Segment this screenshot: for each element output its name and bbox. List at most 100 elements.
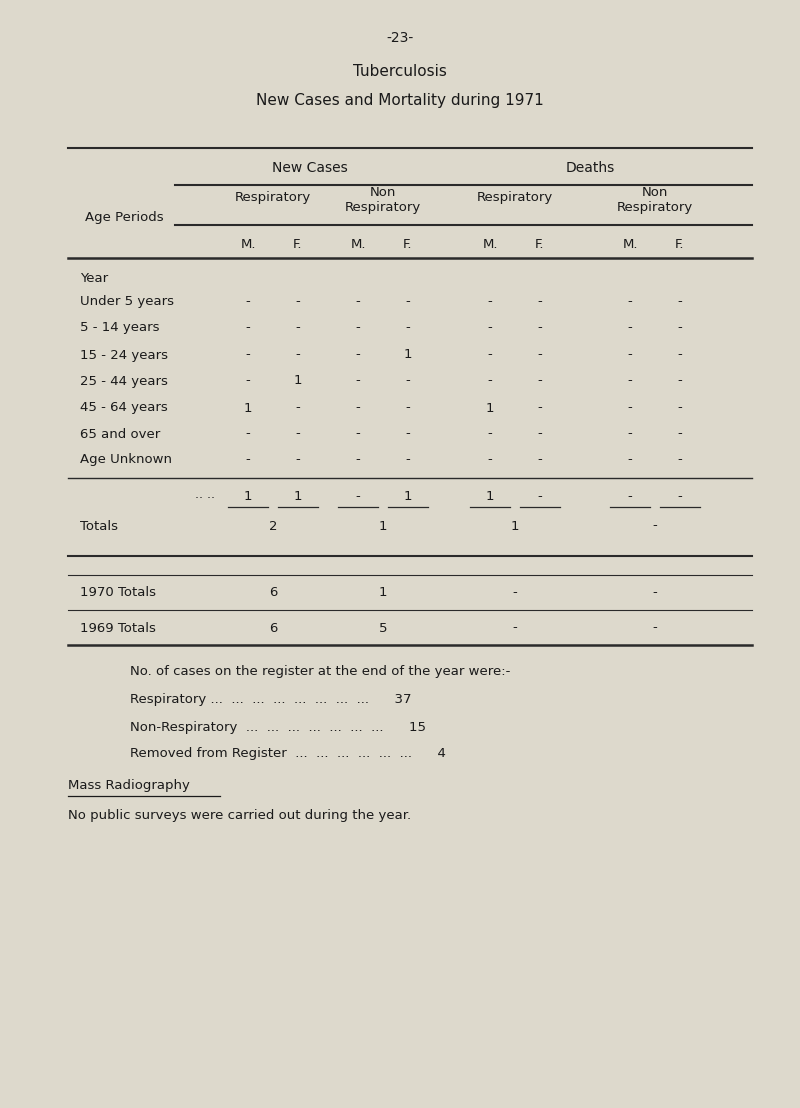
- Text: 45 - 64 years: 45 - 64 years: [80, 401, 168, 414]
- Text: Respiratory: Respiratory: [345, 201, 421, 214]
- Text: 1: 1: [378, 586, 387, 599]
- Text: -: -: [246, 453, 250, 466]
- Text: -: -: [356, 375, 360, 388]
- Text: -: -: [538, 349, 542, 361]
- Text: 25 - 44 years: 25 - 44 years: [80, 375, 168, 388]
- Text: F.: F.: [403, 237, 413, 250]
- Text: -: -: [246, 428, 250, 441]
- Text: 65 and over: 65 and over: [80, 428, 160, 441]
- Text: -: -: [488, 375, 492, 388]
- Text: -: -: [488, 453, 492, 466]
- Text: -: -: [538, 491, 542, 503]
- Text: No public surveys were carried out during the year.: No public surveys were carried out durin…: [68, 809, 411, 821]
- Text: -: -: [406, 321, 410, 335]
- Text: -: -: [628, 428, 632, 441]
- Text: -: -: [628, 349, 632, 361]
- Text: 5: 5: [378, 622, 387, 635]
- Text: M.: M.: [482, 237, 498, 250]
- Text: -: -: [538, 428, 542, 441]
- Text: -: -: [356, 321, 360, 335]
- Text: -: -: [246, 349, 250, 361]
- Text: Non-Respiratory  ...  ...  ...  ...  ...  ...  ...      15: Non-Respiratory ... ... ... ... ... ... …: [130, 720, 426, 733]
- Text: -: -: [628, 375, 632, 388]
- Text: 1: 1: [486, 491, 494, 503]
- Text: -: -: [406, 375, 410, 388]
- Text: -: -: [356, 428, 360, 441]
- Text: New Cases and Mortality during 1971: New Cases and Mortality during 1971: [256, 92, 544, 107]
- Text: -: -: [678, 349, 682, 361]
- Text: Respiratory: Respiratory: [617, 201, 693, 214]
- Text: -: -: [653, 586, 658, 599]
- Text: 2: 2: [269, 520, 278, 533]
- Text: -: -: [628, 296, 632, 308]
- Text: -: -: [488, 349, 492, 361]
- Text: -: -: [406, 296, 410, 308]
- Text: 1: 1: [486, 401, 494, 414]
- Text: 1: 1: [244, 401, 252, 414]
- Text: 1: 1: [510, 520, 519, 533]
- Text: -: -: [488, 296, 492, 308]
- Text: -: -: [678, 321, 682, 335]
- Text: -: -: [356, 401, 360, 414]
- Text: -: -: [538, 321, 542, 335]
- Text: -: -: [356, 491, 360, 503]
- Text: 1: 1: [404, 349, 412, 361]
- Text: -: -: [246, 296, 250, 308]
- Text: -: -: [406, 453, 410, 466]
- Text: -: -: [538, 375, 542, 388]
- Text: 1969 Totals: 1969 Totals: [80, 622, 156, 635]
- Text: -: -: [296, 428, 300, 441]
- Text: -: -: [628, 401, 632, 414]
- Text: -: -: [356, 349, 360, 361]
- Text: F.: F.: [675, 237, 685, 250]
- Text: -: -: [356, 453, 360, 466]
- Text: Deaths: Deaths: [566, 161, 614, 175]
- Text: 6: 6: [269, 586, 277, 599]
- Text: -23-: -23-: [386, 31, 414, 45]
- Text: -: -: [653, 622, 658, 635]
- Text: 1970 Totals: 1970 Totals: [80, 586, 156, 599]
- Text: 6: 6: [269, 622, 277, 635]
- Text: -: -: [406, 401, 410, 414]
- Text: Respiratory ...  ...  ...  ...  ...  ...  ...  ...      37: Respiratory ... ... ... ... ... ... ... …: [130, 694, 411, 707]
- Text: -: -: [678, 428, 682, 441]
- Text: -: -: [513, 586, 518, 599]
- Text: Respiratory: Respiratory: [477, 192, 553, 205]
- Text: F.: F.: [294, 237, 302, 250]
- Text: -: -: [653, 520, 658, 533]
- Text: -: -: [628, 321, 632, 335]
- Text: -: -: [488, 428, 492, 441]
- Text: 1: 1: [404, 491, 412, 503]
- Text: -: -: [628, 453, 632, 466]
- Text: M.: M.: [622, 237, 638, 250]
- Text: -: -: [538, 401, 542, 414]
- Text: Totals: Totals: [80, 520, 118, 533]
- Text: No. of cases on the register at the end of the year were:-: No. of cases on the register at the end …: [130, 666, 510, 678]
- Text: Age Unknown: Age Unknown: [80, 453, 172, 466]
- Text: -: -: [678, 375, 682, 388]
- Text: -: -: [296, 296, 300, 308]
- Text: -: -: [296, 453, 300, 466]
- Text: -: -: [246, 321, 250, 335]
- Text: M.: M.: [240, 237, 256, 250]
- Text: New Cases: New Cases: [272, 161, 348, 175]
- Text: M.: M.: [350, 237, 366, 250]
- Text: Non: Non: [370, 185, 396, 198]
- Text: 1: 1: [294, 375, 302, 388]
- Text: 5 - 14 years: 5 - 14 years: [80, 321, 159, 335]
- Text: Tuberculosis: Tuberculosis: [353, 64, 447, 80]
- Text: -: -: [406, 428, 410, 441]
- Text: -: -: [296, 349, 300, 361]
- Text: 1: 1: [244, 491, 252, 503]
- Text: -: -: [678, 296, 682, 308]
- Text: Respiratory: Respiratory: [235, 192, 311, 205]
- Text: -: -: [628, 491, 632, 503]
- Text: Under 5 years: Under 5 years: [80, 296, 174, 308]
- Text: -: -: [296, 401, 300, 414]
- Text: -: -: [356, 296, 360, 308]
- Text: -: -: [678, 401, 682, 414]
- Text: Mass Radiography: Mass Radiography: [68, 779, 190, 791]
- Text: 1: 1: [378, 520, 387, 533]
- Text: -: -: [538, 296, 542, 308]
- Text: .. ..: .. ..: [195, 488, 215, 501]
